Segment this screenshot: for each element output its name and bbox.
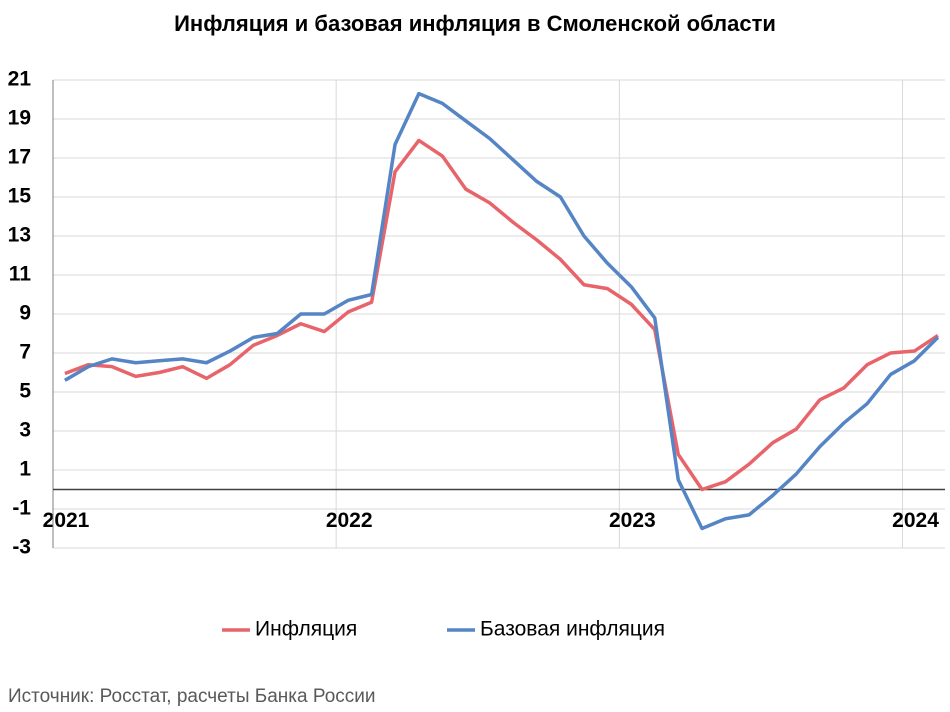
- series-line: [64, 91, 940, 531]
- legend-label: Инфляция: [255, 618, 357, 641]
- y-tick-label: 5: [19, 380, 31, 403]
- chart-title: Инфляция и базовая инфляция в Смоленской…: [174, 11, 776, 36]
- y-tick-label: 7: [19, 341, 31, 364]
- x-tick-label: 2022: [326, 509, 373, 532]
- y-tick-label: 21: [8, 68, 32, 91]
- y-tick-label: 13: [8, 224, 31, 247]
- y-tick-label: 11: [9, 263, 32, 286]
- y-tick-label: -3: [12, 536, 31, 559]
- y-tick-label: 3: [19, 419, 31, 442]
- x-tick-label: 2023: [609, 509, 656, 532]
- y-tick-label: 17: [8, 146, 31, 169]
- source-note: Источник: Росстат, расчеты Банка России: [8, 686, 376, 707]
- x-tick-label: 2021: [43, 509, 90, 532]
- y-tick-label: 15: [8, 185, 32, 208]
- series-line: [64, 138, 939, 492]
- y-tick-label: 19: [8, 107, 31, 130]
- y-tick-label: 9: [19, 302, 31, 325]
- y-tick-label: -1: [12, 497, 31, 520]
- y-tick-label: 1: [19, 458, 31, 481]
- legend-label: Базовая инфляция: [480, 618, 665, 641]
- x-tick-label: 2024: [892, 509, 939, 532]
